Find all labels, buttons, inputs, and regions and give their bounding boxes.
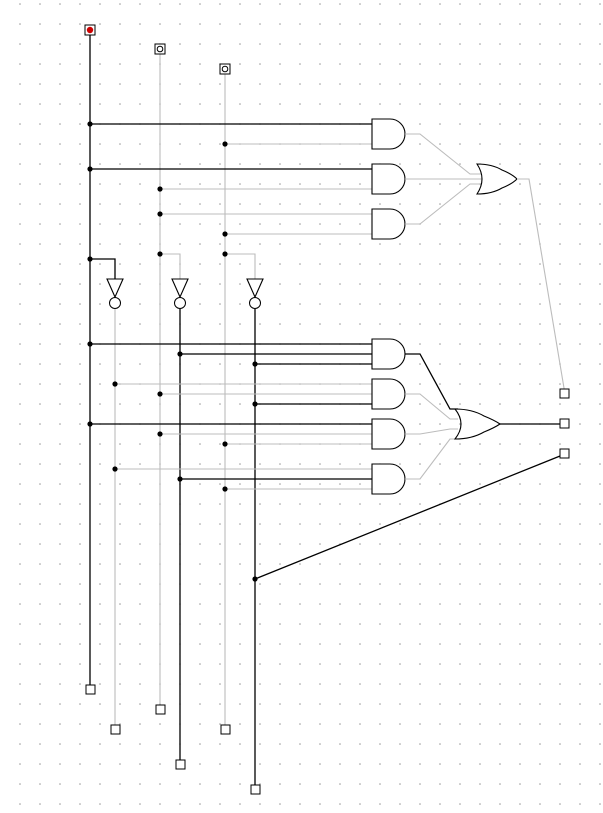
and-gate-1 [371,118,406,150]
input-led-on [86,26,94,34]
output-pin-2 [559,418,570,429]
lower-or-input-wires [405,353,458,480]
upper-and-gates [371,118,406,240]
probe-pin-c [220,724,231,735]
junction-dot [87,166,93,172]
not-gate-b [160,253,189,309]
lower-and-gates [371,338,406,495]
junction-dot [222,251,228,257]
junction-dot [222,486,228,492]
junction-dots [87,121,258,582]
output-pin-3 [559,448,570,459]
input-led-off [221,65,229,73]
output-pin-1 [559,388,570,399]
or-gate-2 [453,408,501,440]
probe-pin-not-a [110,724,121,735]
and-gate-2 [371,163,406,195]
input-pin-a[interactable] [84,24,96,36]
or-gate-1 [475,163,518,195]
upper-and-input-wires [90,123,372,235]
and-gate-7 [371,463,406,495]
lower-and-input-wires [90,343,372,490]
input-led-off [156,45,164,53]
and-gate-4 [371,338,406,370]
junction-dot [112,466,118,472]
grid-dots [19,3,601,805]
not-gate-a [90,258,124,309]
probe-pin-a [85,684,96,695]
junction-dot [222,141,228,147]
junction-dot [157,186,163,192]
output-wires [254,178,566,580]
and-gate-6 [371,418,406,450]
junction-dot [157,251,163,257]
junction-dot [87,256,93,262]
junction-dot [177,351,183,357]
junction-dot [252,401,258,407]
and-gate-5 [371,378,406,410]
probe-pin-not-c [250,784,261,795]
junction-dot [87,341,93,347]
input-pin-c[interactable] [219,63,231,75]
probe-pin-not-b [175,759,186,770]
junction-dot [157,391,163,397]
probe-pin-b [155,704,166,715]
right-output-pins [559,388,570,459]
or-gates [453,163,518,440]
junction-dot [157,211,163,217]
junction-dot [222,441,228,447]
vertical-buses [89,30,256,789]
junction-dot [157,431,163,437]
bottom-output-pins [85,684,261,795]
junction-dot [87,121,93,127]
junction-dot [222,231,228,237]
input-pin-b[interactable] [154,43,166,55]
junction-dot [252,361,258,367]
and-gate-3 [371,208,406,240]
not-gate-c [225,253,264,309]
junction-dot [112,381,118,387]
upper-or-input-wires [405,133,482,225]
junction-dot [177,476,183,482]
junction-dot [252,576,258,582]
junction-dot [87,421,93,427]
not-gates [90,253,264,309]
input-pins [84,24,231,75]
